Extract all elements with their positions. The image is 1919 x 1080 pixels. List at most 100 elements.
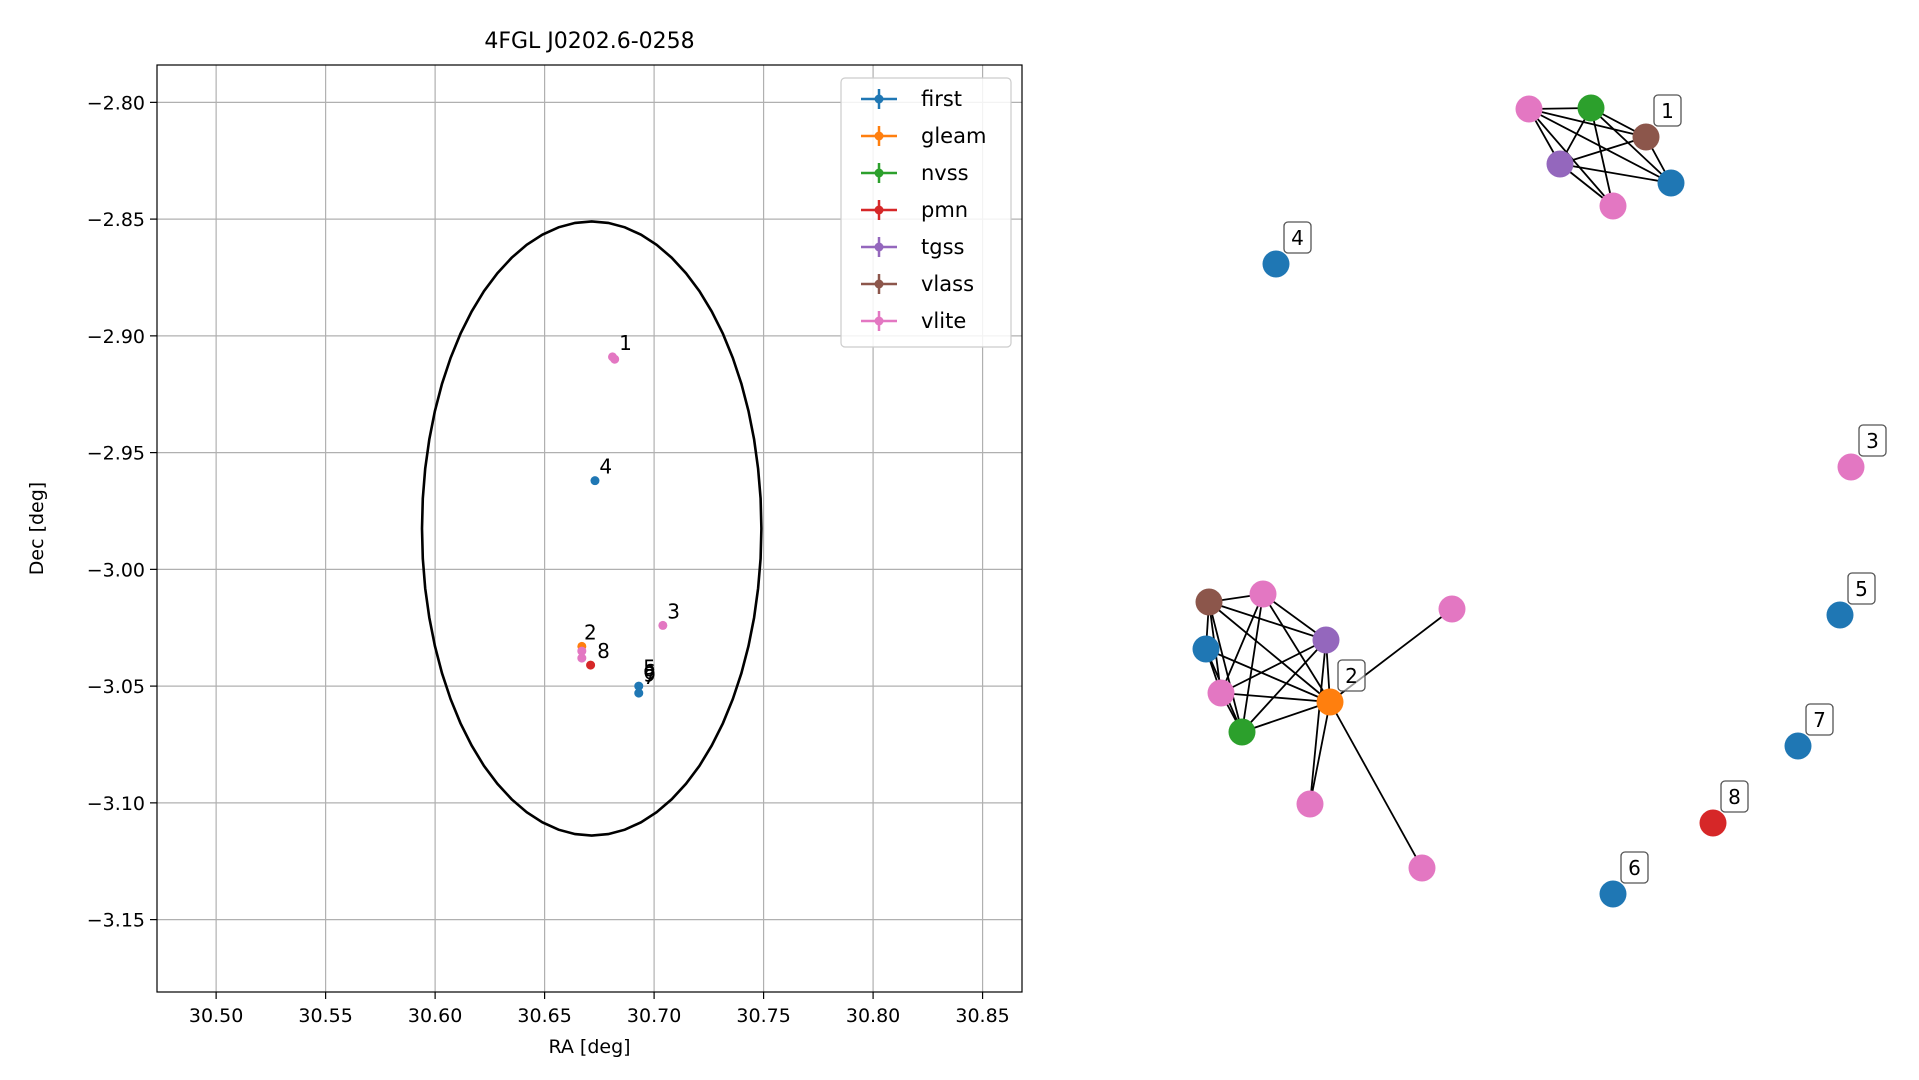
graph-node-vlite: [1249, 580, 1277, 608]
legend-entry-first: first: [861, 87, 962, 111]
graph-edge: [1220, 593, 1264, 694]
point-label: 6: [643, 660, 656, 684]
y-tick-label: −2.95: [87, 443, 145, 465]
legend: first gleam nvss pmn tgss vlass vlite: [840, 77, 1012, 348]
graph-node-vlite: [1207, 679, 1235, 707]
graph-edge: [1329, 701, 1423, 869]
source-point-first: [634, 688, 644, 698]
graph-node-nvss: [1577, 94, 1605, 122]
graph-edge: [1220, 692, 1331, 703]
graph-node-vlite: [1408, 854, 1436, 882]
x-tick-label: 30.55: [298, 1005, 352, 1027]
legend-marker-dot: [874, 94, 884, 104]
graph-node-label: 3: [1858, 424, 1887, 457]
legend-label: nvss: [921, 161, 969, 185]
point-label: 4: [599, 455, 612, 479]
node-label-box: [1858, 424, 1887, 457]
x-tick-label: 30.85: [955, 1005, 1009, 1027]
source-point-vlite: [577, 646, 587, 656]
legend-entry-pmn: pmn: [861, 198, 968, 222]
x-tick-label: 30.80: [846, 1005, 900, 1027]
x-tick-label: 30.65: [517, 1005, 571, 1027]
graph-node-label: 1: [1653, 94, 1682, 127]
point-label: 2: [584, 620, 597, 644]
graph-edge: [1205, 648, 1331, 703]
graph-nodes: [1192, 94, 1865, 908]
graph-node-nvss: [1228, 718, 1256, 746]
graph-edge: [1559, 163, 1672, 184]
graph-node-vlass: [1632, 123, 1660, 151]
graph-node-vlite: [1296, 790, 1324, 818]
node-label-text: 3: [1866, 429, 1879, 453]
x-tick-label: 30.50: [189, 1005, 243, 1027]
legend-entry-nvss: nvss: [861, 161, 969, 185]
graph-node-first: [1262, 250, 1290, 278]
network-graph: 1 4 3 5 2 7 8 6: [1192, 94, 1887, 908]
node-label-text: 6: [1628, 856, 1641, 880]
legend-entry-gleam: gleam: [861, 124, 986, 148]
node-label-box: [1805, 703, 1834, 736]
node-label-box: [1283, 221, 1312, 254]
legend-label: tgss: [921, 235, 964, 259]
point-label: 3: [667, 599, 680, 623]
graph-node-first: [1599, 880, 1627, 908]
node-label-text: 2: [1345, 664, 1358, 688]
legend-marker-dot: [874, 205, 884, 215]
y-axis-label: Dec [deg]: [26, 482, 48, 575]
x-axis-label: RA [deg]: [548, 1036, 630, 1058]
y-axis-ticks: −2.80 −2.85 −2.90 −2.95 −3.00 −3.05 −3.10 −3.15: [87, 92, 157, 932]
node-label-box: [1653, 94, 1682, 127]
node-label-text: 5: [1855, 577, 1868, 601]
graph-node-label: 5: [1847, 572, 1876, 605]
legend-marker-dot: [874, 131, 884, 141]
source-point-vlite: [658, 620, 668, 630]
graph-node-tgss: [1312, 626, 1340, 654]
graph-node-pmn: [1699, 809, 1727, 837]
node-label-text: 7: [1813, 708, 1826, 732]
graph-node-vlite: [1599, 192, 1627, 220]
source-point-vlite: [577, 653, 587, 663]
localization-ellipse: [420, 220, 763, 837]
legend-entry-vlite: vlite: [861, 309, 966, 333]
node-label-box: [1620, 851, 1649, 884]
legend-label: vlass: [921, 272, 974, 296]
graph-edge: [1241, 639, 1327, 733]
legend-box: [840, 77, 1012, 348]
y-tick-label: −2.90: [87, 326, 145, 348]
graph-edge: [1590, 107, 1614, 207]
legend-label: gleam: [921, 124, 986, 148]
graph-edge: [1590, 107, 1672, 184]
plot-frame: [156, 64, 1023, 993]
graph-edge: [1559, 136, 1647, 165]
point-label: 5: [643, 655, 656, 679]
graph-edge: [1208, 601, 1331, 703]
graph-node-label: 8: [1720, 780, 1749, 813]
graph-edge: [1208, 601, 1327, 641]
point-label: 9: [643, 662, 656, 686]
graph-node-vlite: [1515, 95, 1543, 123]
legend-marker-dot: [874, 168, 884, 178]
graph-node-labels: 1 4 3 5 2 7 8 6: [1283, 94, 1887, 884]
graph-edge: [1528, 108, 1647, 138]
node-label-text: 1: [1661, 99, 1674, 123]
y-tick-label: −3.05: [87, 676, 145, 698]
graph-edge: [1309, 701, 1331, 805]
source-point-first: [634, 681, 644, 691]
graph-edge: [1309, 639, 1327, 805]
node-label-box: [1847, 572, 1876, 605]
legend-label: pmn: [921, 198, 968, 222]
graph-node-tgss: [1546, 150, 1574, 178]
graph-node-label: 2: [1337, 659, 1366, 692]
graph-edge: [1262, 593, 1331, 703]
legend-marker-dot: [874, 279, 884, 289]
node-label-box: [1720, 780, 1749, 813]
graph-node-vlite: [1837, 453, 1865, 481]
graph-node-label: 7: [1805, 703, 1834, 736]
y-tick-label: −3.15: [87, 910, 145, 932]
y-tick-label: −3.10: [87, 793, 145, 815]
graph-node-gleam: [1316, 688, 1344, 716]
graph-node-vlass: [1195, 588, 1223, 616]
